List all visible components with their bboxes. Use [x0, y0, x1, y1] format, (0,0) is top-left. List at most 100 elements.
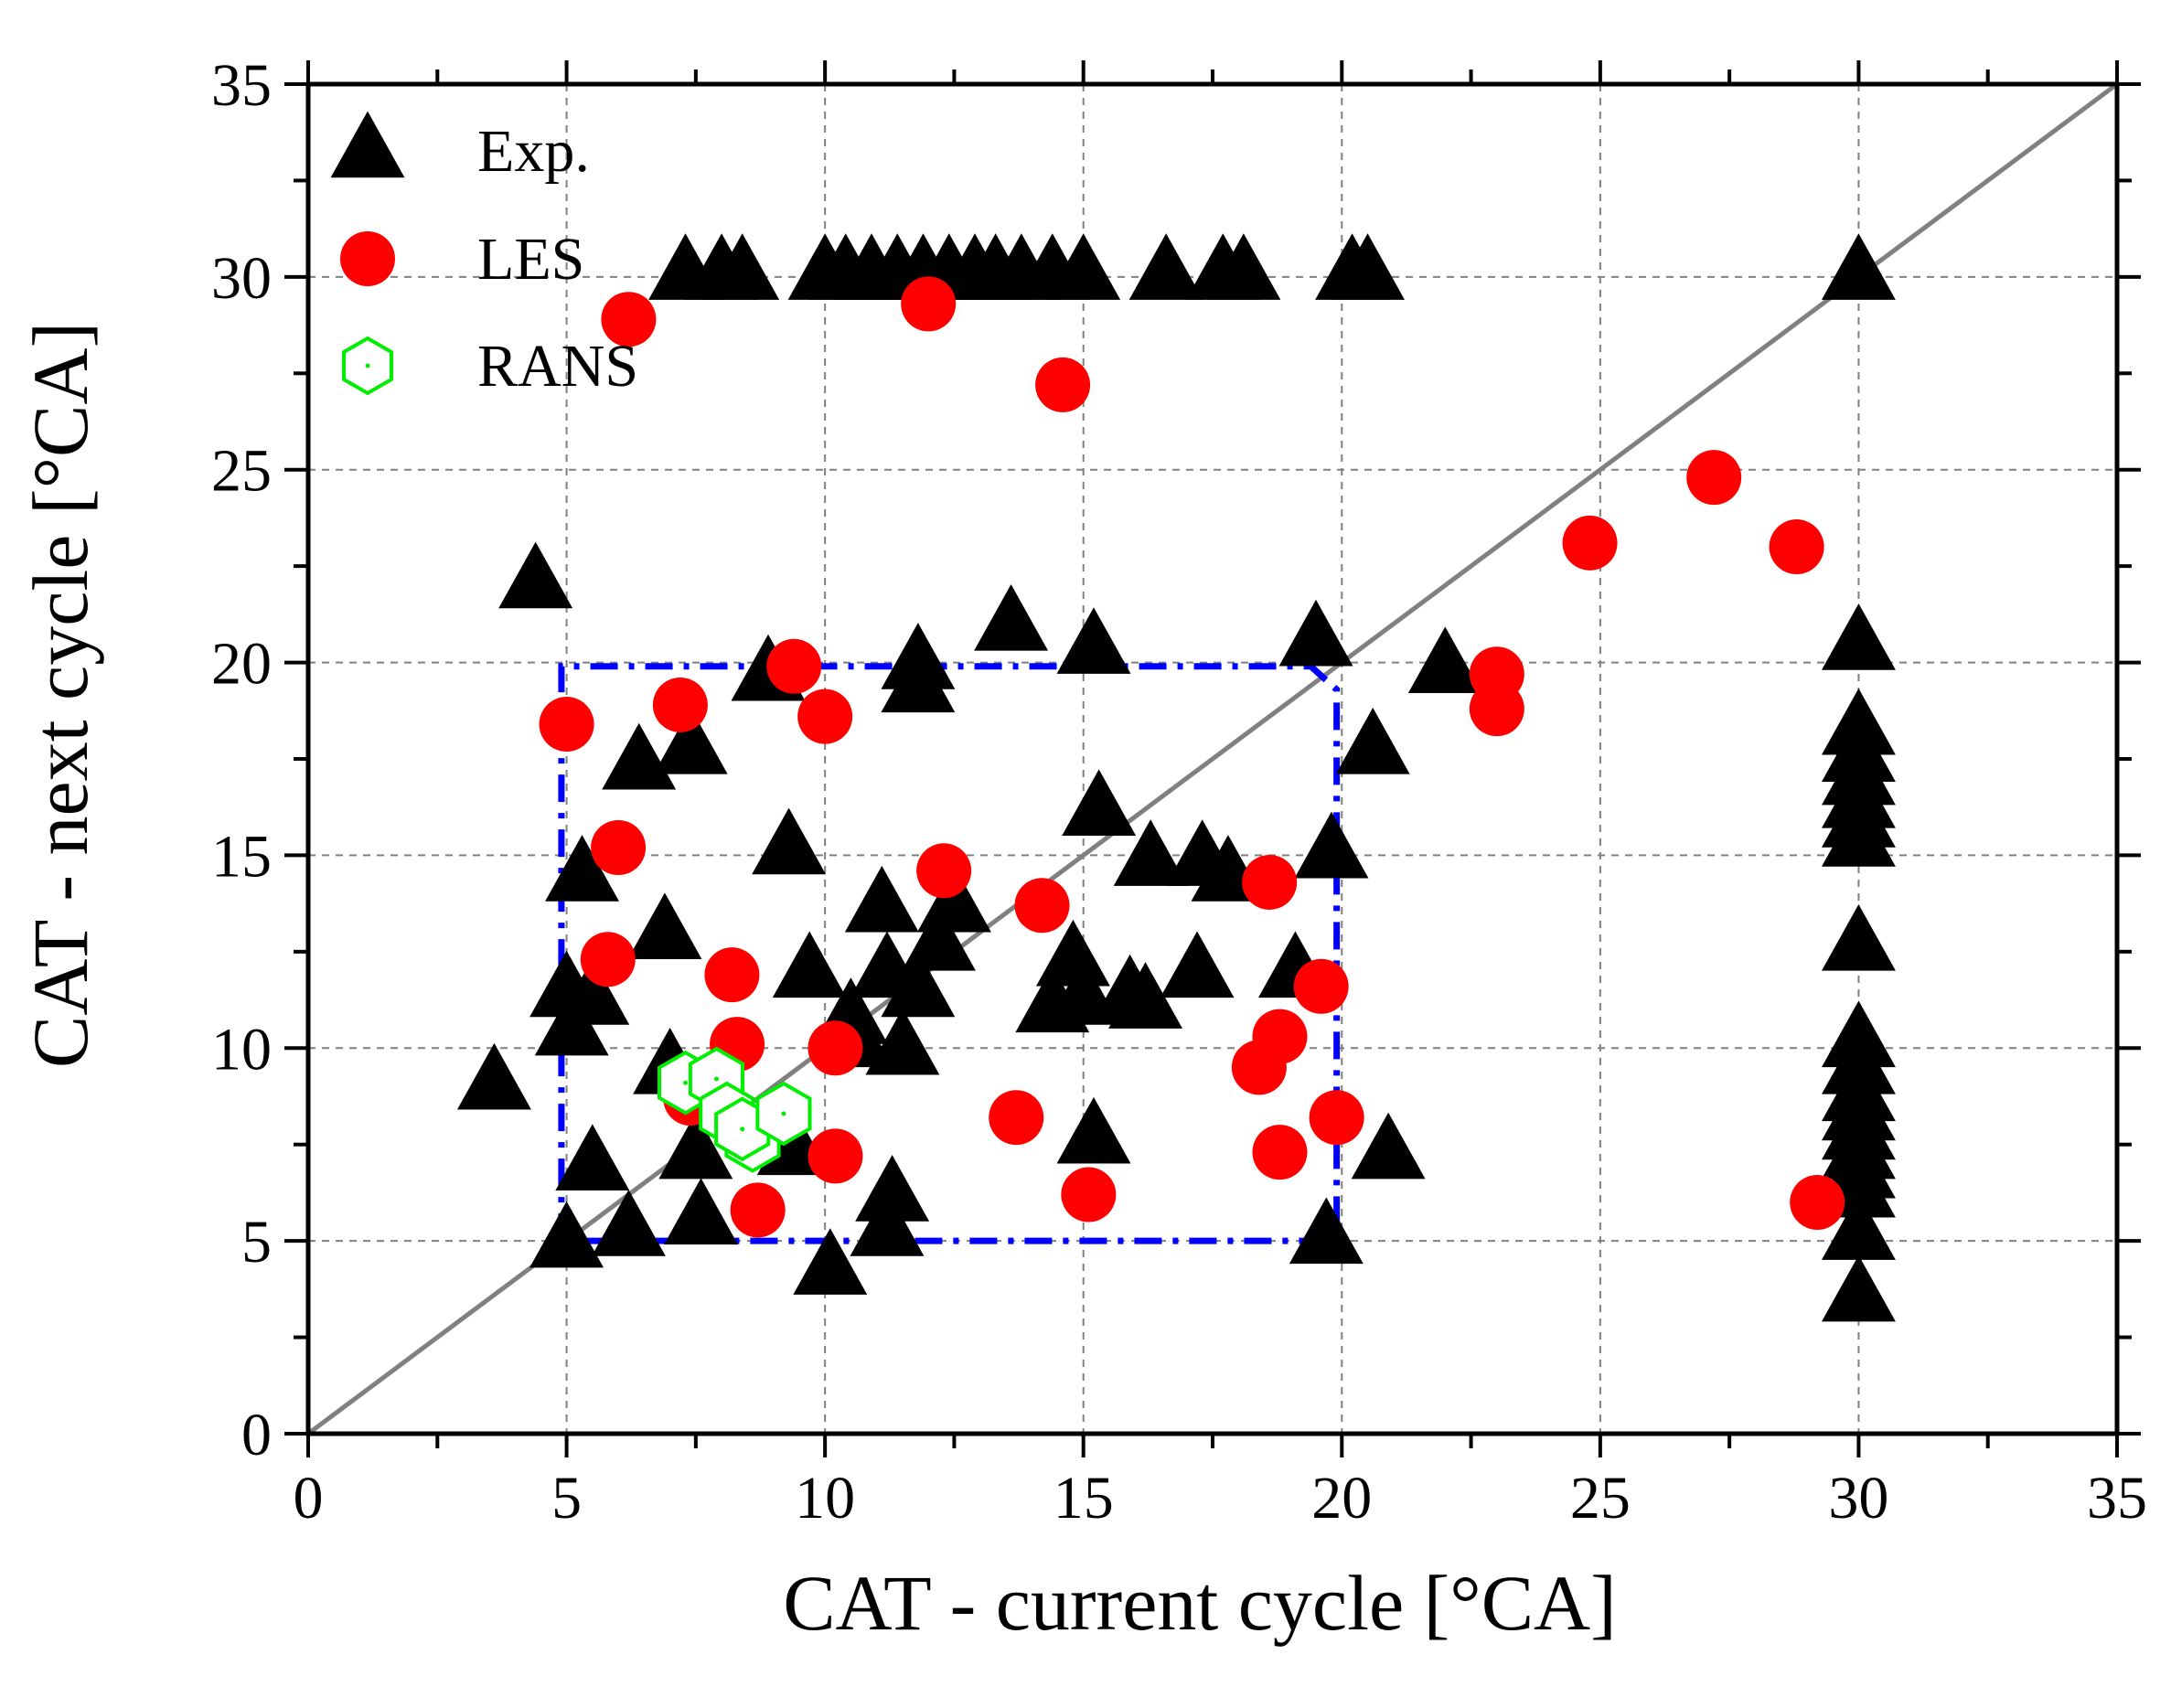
y-tick-label-25: 25 — [211, 438, 272, 505]
point-les-29 — [730, 1182, 786, 1238]
point-les-20 — [807, 1020, 863, 1076]
point-exp-23 — [1278, 599, 1353, 667]
x-tick-label-30: 30 — [1828, 1465, 1888, 1532]
point-les-30 — [1790, 1174, 1845, 1230]
point-les-11 — [539, 697, 594, 753]
point-exp-60 — [658, 1112, 733, 1180]
point-rans-4-center — [740, 1126, 745, 1132]
point-les-3 — [1562, 515, 1618, 571]
point-les-27 — [1252, 1125, 1308, 1180]
point-les-28 — [1061, 1167, 1117, 1222]
point-exp-59 — [457, 1042, 531, 1110]
point-les-18 — [1293, 958, 1349, 1014]
region-box — [558, 663, 1341, 1244]
point-exp-21 — [974, 583, 1049, 651]
y-tick-label-20: 20 — [211, 631, 272, 698]
legend: Exp. LES RANS — [330, 111, 638, 400]
point-les-6 — [766, 638, 822, 694]
point-exp-62 — [1056, 1096, 1131, 1164]
point-exp-79 — [1821, 903, 1896, 971]
x-tick-label-15: 15 — [1053, 1465, 1114, 1532]
point-exp-19 — [1821, 233, 1896, 300]
point-les-22 — [1231, 1040, 1287, 1095]
series-les — [539, 276, 1845, 1238]
x-tick-label-0: 0 — [294, 1465, 324, 1532]
point-exp-70 — [793, 1228, 868, 1295]
point-les-15 — [1014, 878, 1070, 934]
point-exp-71 — [1289, 1197, 1364, 1265]
point-exp-33 — [1113, 819, 1188, 886]
point-exp-32 — [752, 807, 827, 875]
legend-label-exp: Exp. — [477, 118, 590, 185]
point-les-24 — [989, 1090, 1044, 1146]
point-les-16 — [580, 932, 636, 987]
point-les-25 — [1309, 1090, 1364, 1146]
point-exp-28 — [653, 707, 728, 774]
point-exp-41 — [627, 892, 702, 959]
point-exp-22 — [1056, 607, 1131, 674]
point-exp-42 — [772, 931, 847, 998]
legend-label-les: LES — [477, 226, 584, 293]
x-tick-label-35: 35 — [2087, 1465, 2147, 1532]
point-exp-16 — [1206, 233, 1281, 300]
point-les-8 — [1469, 681, 1524, 737]
point-rans-5 — [755, 1081, 812, 1147]
data-layer — [457, 233, 1896, 1322]
y-tick-label-10: 10 — [211, 1016, 272, 1083]
legend-marker-rans-center — [365, 363, 370, 368]
point-exp-69 — [664, 1178, 738, 1245]
legend-label-rans: RANS — [477, 333, 638, 400]
x-tick-label-10: 10 — [795, 1465, 855, 1532]
y-tick-label-15: 15 — [211, 823, 272, 890]
point-exp-14 — [1128, 233, 1203, 300]
point-exp-38 — [844, 865, 919, 933]
point-exp-89 — [1821, 1254, 1896, 1322]
region-box-layer — [558, 663, 1341, 1244]
point-les-14 — [1242, 854, 1298, 910]
point-exp-67 — [529, 1201, 604, 1268]
point-exp-68 — [591, 1190, 666, 1256]
point-exp-13 — [1046, 233, 1121, 300]
x-axis-label: CAT - current cycle [°CA] — [783, 1559, 1617, 1647]
point-rans-0-center — [683, 1080, 689, 1085]
point-exp-57 — [865, 1008, 940, 1075]
point-les-26 — [807, 1128, 863, 1184]
reference-line-y-equals-x — [306, 81, 2119, 1436]
reference-layer — [306, 81, 2119, 1436]
legend-item-exp: Exp. — [330, 111, 590, 185]
y-tick-label-0: 0 — [241, 1402, 272, 1468]
axis-ticks: 0 5 10 15 20 25 30 35 0 5 10 15 20 25 30 35 — [211, 52, 2147, 1532]
point-rans-5-center — [781, 1111, 786, 1116]
x-tick-label-20: 20 — [1311, 1465, 1372, 1532]
point-exp-64 — [555, 1124, 630, 1191]
point-exp-72 — [1821, 603, 1896, 670]
point-exp-20 — [498, 541, 573, 609]
point-exp-40 — [902, 903, 976, 971]
point-les-1 — [901, 276, 957, 332]
point-exp-29 — [602, 722, 677, 790]
point-exp-44 — [881, 950, 956, 1018]
point-exp-2 — [705, 233, 780, 300]
point-les-4 — [1686, 450, 1742, 506]
x-tick-label-25: 25 — [1570, 1465, 1631, 1532]
point-exp-30 — [1335, 707, 1410, 774]
point-exp-66 — [850, 1190, 925, 1256]
point-les-17 — [704, 947, 760, 1003]
point-exp-37 — [545, 835, 619, 902]
legend-marker-exp — [330, 111, 405, 178]
y-tick-label-35: 35 — [211, 52, 272, 119]
point-exp-54 — [534, 988, 609, 1056]
y-tick-label-30: 30 — [211, 245, 272, 312]
point-exp-24 — [1407, 626, 1482, 694]
point-exp-18 — [1331, 233, 1405, 300]
x-tick-label-5: 5 — [551, 1465, 582, 1532]
legend-item-les: LES — [340, 226, 584, 293]
point-exp-26 — [881, 646, 956, 713]
point-les-13 — [916, 843, 972, 899]
series-rans — [658, 1046, 812, 1173]
point-exp-31 — [1062, 769, 1137, 837]
legend-item-rans: RANS — [342, 333, 638, 400]
point-les-10 — [797, 689, 853, 744]
point-les-0 — [601, 292, 657, 347]
